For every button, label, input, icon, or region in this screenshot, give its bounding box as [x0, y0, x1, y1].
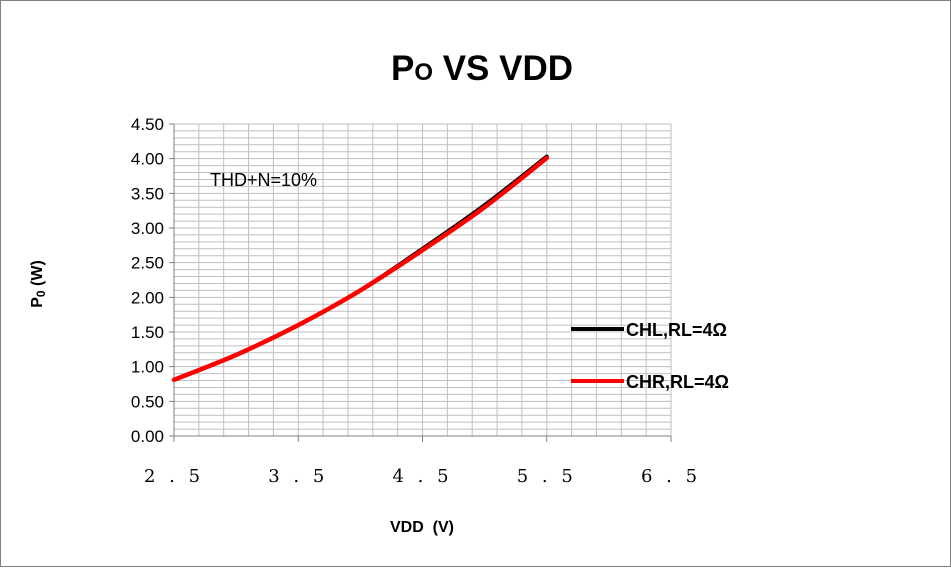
y-axis-label-main: P [29, 297, 46, 308]
y-axis-label: P0 (W) [29, 260, 48, 308]
y-axis-label-subscript: 0 [34, 290, 48, 297]
y-tick-label: 4.00 [131, 150, 164, 169]
chart-title-main: P [391, 49, 414, 88]
y-tick-label: 3.50 [131, 184, 164, 203]
x-tick-label: 6 . 5 [641, 466, 701, 487]
series-layer [171, 154, 549, 383]
y-axis-label-rest: (W) [29, 260, 46, 290]
legend-label-chl: CHL,RL=4Ω [626, 320, 727, 340]
y-tick-label: 1.00 [131, 358, 164, 377]
chart-annotation: THD+N=10% [210, 170, 317, 190]
x-axis-label: VDD (V) [390, 519, 454, 536]
chart-legend: CHL,RL=4Ω CHR,RL=4Ω [571, 320, 729, 392]
legend-label-chr: CHR,RL=4Ω [626, 372, 729, 392]
x-tick-label: 3 . 5 [268, 466, 328, 487]
chart-title: PO VS VDD [391, 49, 573, 88]
x-tick-labels: 2 . 5 3 . 5 4 . 5 5 . 5 6 . 5 [144, 466, 701, 487]
x-tick-label: 5 . 5 [517, 466, 577, 487]
y-tick-label: 2.50 [131, 254, 164, 273]
y-tick-label: 0.50 [131, 392, 164, 411]
y-tick-label: 0.00 [131, 427, 164, 446]
y-tick-label: 1.50 [131, 323, 164, 342]
y-tick-label: 2.00 [131, 288, 164, 307]
y-tick-label: 4.50 [131, 115, 164, 134]
series-line-chr [171, 155, 549, 383]
y-tick-labels: 0.00 0.50 1.00 1.50 2.00 2.50 3.00 3.50 4.00 4.50 [131, 115, 164, 446]
chart-title-rest: VS VDD [433, 49, 573, 88]
axes-layer [169, 123, 672, 442]
y-tick-label: 3.00 [131, 219, 164, 238]
chart-title-subscript: O [414, 59, 433, 86]
x-tick-label: 2 . 5 [144, 466, 204, 487]
x-tick-label: 4 . 5 [392, 466, 452, 487]
